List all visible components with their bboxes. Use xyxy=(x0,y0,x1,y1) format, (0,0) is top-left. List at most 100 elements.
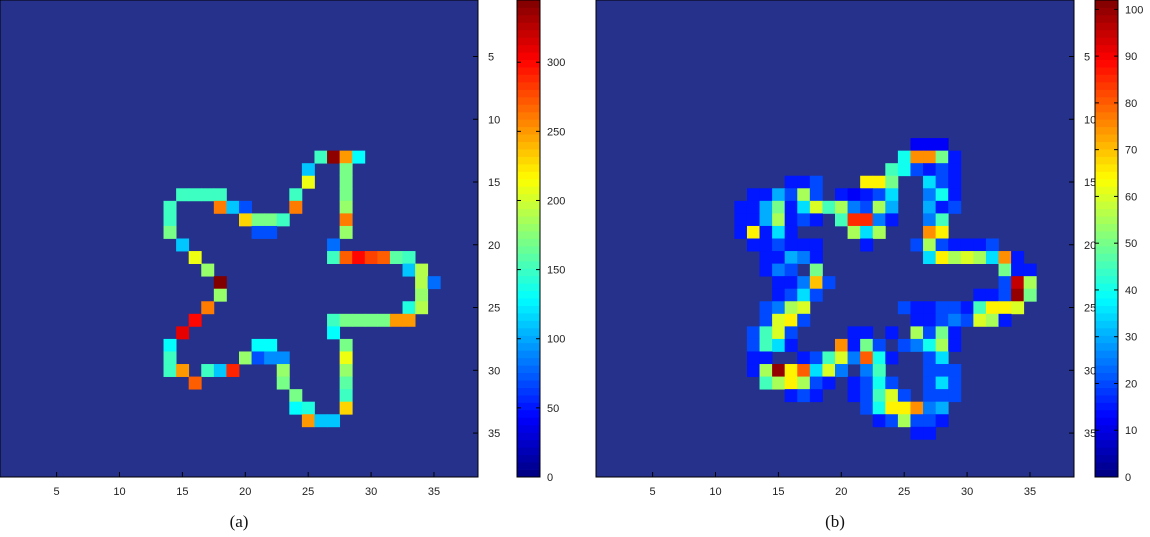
heatmap-cell xyxy=(872,213,886,227)
colorbar-swatch xyxy=(517,469,540,478)
heatmap-cell xyxy=(985,251,999,264)
colorbar-swatch xyxy=(1095,163,1118,172)
heatmap-cell xyxy=(772,301,786,315)
colorbar-swatch xyxy=(1095,305,1118,314)
x-tick-label: 30 xyxy=(961,486,973,498)
colorbar-swatch xyxy=(517,141,540,150)
colorbar-swatch xyxy=(517,305,540,314)
heatmap-cell xyxy=(935,389,949,403)
heatmap-cell xyxy=(1011,276,1025,290)
heatmap-cell xyxy=(784,376,798,390)
colorbar-swatch xyxy=(517,335,540,344)
heatmap-cell xyxy=(784,301,798,315)
heatmap-cell xyxy=(923,389,937,403)
colorbar-swatch xyxy=(1095,365,1118,374)
x-tick-label: 10 xyxy=(113,486,125,498)
colorbar-swatch xyxy=(517,417,540,426)
heatmap-cell xyxy=(746,351,760,365)
x-tick-label: 20 xyxy=(239,486,251,498)
heatmap-cell xyxy=(239,200,252,214)
colorbar-swatch xyxy=(517,126,540,135)
heatmap-cell xyxy=(935,188,949,202)
panel-b: 5 10 15 20 25 30 35 5 10 15 20 25 30 35 0 10 20 30 40 50 6… xyxy=(595,0,1143,531)
heatmap-cell xyxy=(923,364,937,377)
colorbar-swatch xyxy=(1095,74,1118,83)
heatmap-cell xyxy=(935,213,949,227)
colorbar-swatch xyxy=(517,186,540,195)
heatmap-cell xyxy=(784,288,798,302)
heatmap-cell xyxy=(759,251,773,264)
heatmap-cell xyxy=(772,288,786,302)
colorbar-swatch xyxy=(1095,350,1118,359)
heatmap-cell xyxy=(759,351,773,365)
colorbar-swatch xyxy=(1095,22,1118,31)
y-tick-label: 35 xyxy=(1084,428,1096,440)
heatmap-cell xyxy=(251,351,265,365)
colorbar-tick-label: 100 xyxy=(547,334,565,346)
colorbar-swatch xyxy=(1095,380,1118,388)
colorbar-tick-label: 250 xyxy=(547,126,565,138)
y-tick-label: 30 xyxy=(1084,365,1096,377)
colorbar-swatch xyxy=(1095,417,1118,426)
heatmap-cell xyxy=(797,364,811,377)
heatmap-cell xyxy=(998,276,1012,290)
heatmap-cell xyxy=(809,389,823,403)
heatmap-cell xyxy=(897,389,911,403)
heatmap-cell xyxy=(759,376,773,390)
heatmap-cell xyxy=(797,175,811,189)
colorbar-swatch xyxy=(517,395,540,403)
heatmap-cell xyxy=(251,225,265,239)
colorbar-swatch xyxy=(1095,454,1118,463)
heatmap-cell xyxy=(923,213,937,227)
colorbar-swatch xyxy=(517,104,540,113)
colorbar-swatch xyxy=(1095,29,1118,38)
heatmap-cell xyxy=(213,288,227,302)
heatmap-cell xyxy=(923,301,937,315)
heatmap-cell xyxy=(948,301,962,315)
colorbar-swatch xyxy=(1095,67,1118,75)
colorbar-swatch xyxy=(1095,52,1118,61)
heatmap-cell xyxy=(910,326,924,340)
colorbar-swatch xyxy=(1095,409,1118,418)
heatmap-cell xyxy=(885,213,899,227)
x-tick-label: 25 xyxy=(898,486,910,498)
heatmap-cell xyxy=(872,351,886,365)
heatmap-cell xyxy=(897,150,911,164)
heatmap-cell xyxy=(301,414,315,428)
heatmap-cell xyxy=(860,238,874,252)
heatmap-cell xyxy=(860,376,874,390)
heatmap-cell xyxy=(923,376,937,390)
heatmap-cell xyxy=(847,351,861,365)
colorbar-tick-label: 20 xyxy=(1125,378,1137,390)
colorbar-swatch xyxy=(517,320,540,329)
heatmap-cell xyxy=(809,175,823,189)
heatmap-a-x-ticks: 5 10 15 20 25 30 35 xyxy=(54,472,440,498)
heatmap-cell xyxy=(213,364,227,377)
heatmap-cell xyxy=(860,200,874,214)
heatmap-cell xyxy=(860,364,874,377)
heatmap-cell xyxy=(910,238,924,252)
heatmap-cell xyxy=(960,301,974,315)
heatmap-cell xyxy=(163,351,177,365)
heatmap-cell xyxy=(872,188,886,202)
heatmap-cell xyxy=(935,401,949,415)
heatmap-cell xyxy=(985,301,999,315)
colorbar-swatch xyxy=(1095,126,1118,135)
heatmap-cell xyxy=(784,213,798,227)
heatmap-cell xyxy=(772,188,786,202)
heatmap-cell xyxy=(163,338,177,352)
heatmap-cell xyxy=(251,338,265,352)
y-tick-label: 5 xyxy=(488,51,494,63)
colorbar-swatch xyxy=(517,52,540,61)
colorbar-swatch xyxy=(1095,111,1118,120)
heatmap-cell xyxy=(948,326,962,340)
colorbar-swatch xyxy=(517,268,540,277)
heatmap-cell xyxy=(1011,301,1025,315)
y-tick-label: 15 xyxy=(1084,177,1096,189)
heatmap-cell xyxy=(314,414,328,428)
colorbar-tick-label: 80 xyxy=(1125,98,1137,110)
heatmap-cell xyxy=(772,263,786,277)
colorbar-swatch xyxy=(517,462,540,470)
heatmap-cell xyxy=(772,326,786,340)
heatmap-cell xyxy=(415,276,429,290)
